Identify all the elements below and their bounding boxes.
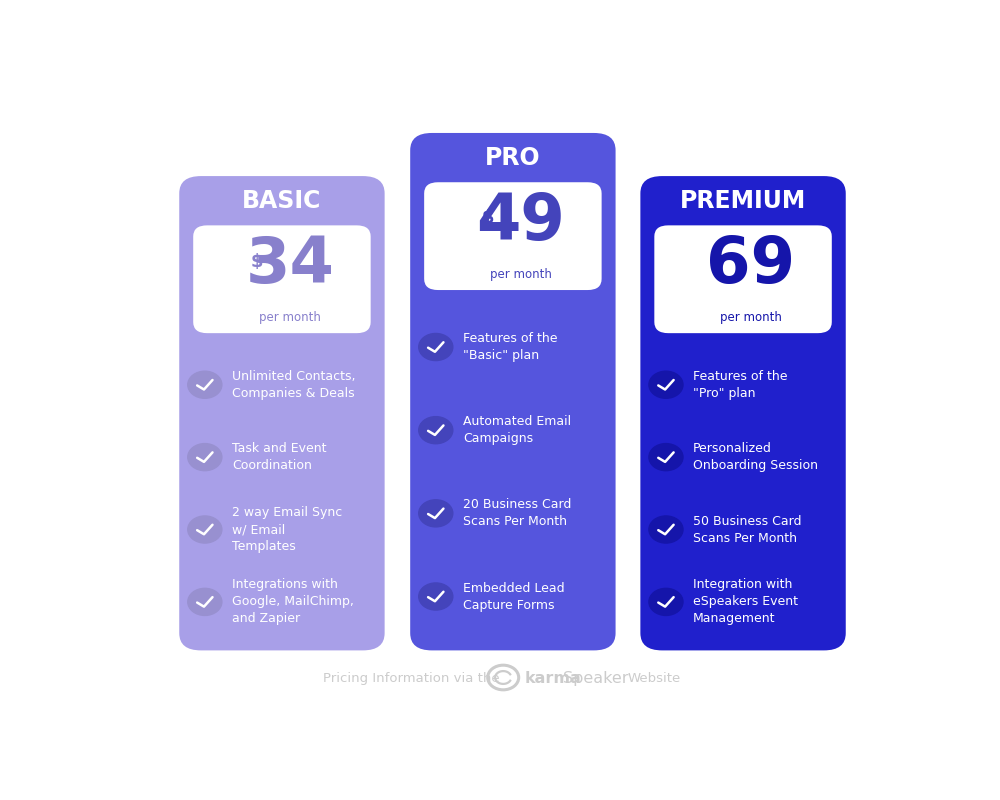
Text: karma: karma: [524, 671, 581, 686]
Text: Integrations with
Google, MailChimp,
and Zapier: Integrations with Google, MailChimp, and…: [232, 578, 354, 626]
Text: 34: 34: [245, 234, 334, 296]
Text: per month: per month: [259, 310, 321, 324]
FancyBboxPatch shape: [193, 226, 371, 333]
Text: Automated Email
Campaigns: Automated Email Campaigns: [463, 415, 571, 445]
Text: PRO: PRO: [485, 146, 541, 170]
Text: 20 Business Card
Scans Per Month: 20 Business Card Scans Per Month: [463, 498, 571, 528]
Text: 69: 69: [706, 234, 795, 296]
Circle shape: [649, 588, 683, 615]
Circle shape: [419, 583, 453, 610]
Text: Website: Website: [627, 672, 680, 686]
Text: $: $: [712, 253, 725, 270]
Text: Speaker: Speaker: [563, 671, 628, 686]
Text: 2 way Email Sync
w/ Email
Templates: 2 way Email Sync w/ Email Templates: [232, 506, 342, 553]
FancyBboxPatch shape: [410, 133, 616, 650]
Text: BASIC: BASIC: [242, 189, 322, 213]
Text: $: $: [251, 253, 263, 270]
Text: Personalized
Onboarding Session: Personalized Onboarding Session: [693, 442, 818, 472]
FancyBboxPatch shape: [654, 226, 832, 333]
FancyBboxPatch shape: [179, 176, 385, 650]
Text: 50 Business Card
Scans Per Month: 50 Business Card Scans Per Month: [693, 514, 802, 545]
Text: 49: 49: [476, 190, 565, 253]
FancyBboxPatch shape: [424, 182, 602, 290]
Text: Features of the
"Basic" plan: Features of the "Basic" plan: [463, 332, 557, 362]
Text: Pricing Information via the: Pricing Information via the: [323, 672, 499, 686]
Circle shape: [649, 443, 683, 470]
Circle shape: [188, 371, 222, 398]
Text: PREMIUM: PREMIUM: [680, 189, 806, 213]
Circle shape: [419, 334, 453, 361]
Circle shape: [188, 443, 222, 470]
Text: per month: per month: [720, 310, 782, 324]
Circle shape: [188, 516, 222, 543]
Text: Features of the
"Pro" plan: Features of the "Pro" plan: [693, 370, 788, 400]
Text: per month: per month: [490, 267, 552, 281]
Circle shape: [188, 588, 222, 615]
Circle shape: [419, 500, 453, 527]
Text: Unlimited Contacts,
Companies & Deals: Unlimited Contacts, Companies & Deals: [232, 370, 355, 400]
Circle shape: [649, 516, 683, 543]
Text: Embedded Lead
Capture Forms: Embedded Lead Capture Forms: [463, 582, 565, 611]
Text: Task and Event
Coordination: Task and Event Coordination: [232, 442, 326, 472]
Text: Integration with
eSpeakers Event
Management: Integration with eSpeakers Event Managem…: [693, 578, 798, 626]
Text: $: $: [482, 210, 494, 227]
FancyBboxPatch shape: [640, 176, 846, 650]
Circle shape: [649, 371, 683, 398]
Circle shape: [419, 417, 453, 444]
